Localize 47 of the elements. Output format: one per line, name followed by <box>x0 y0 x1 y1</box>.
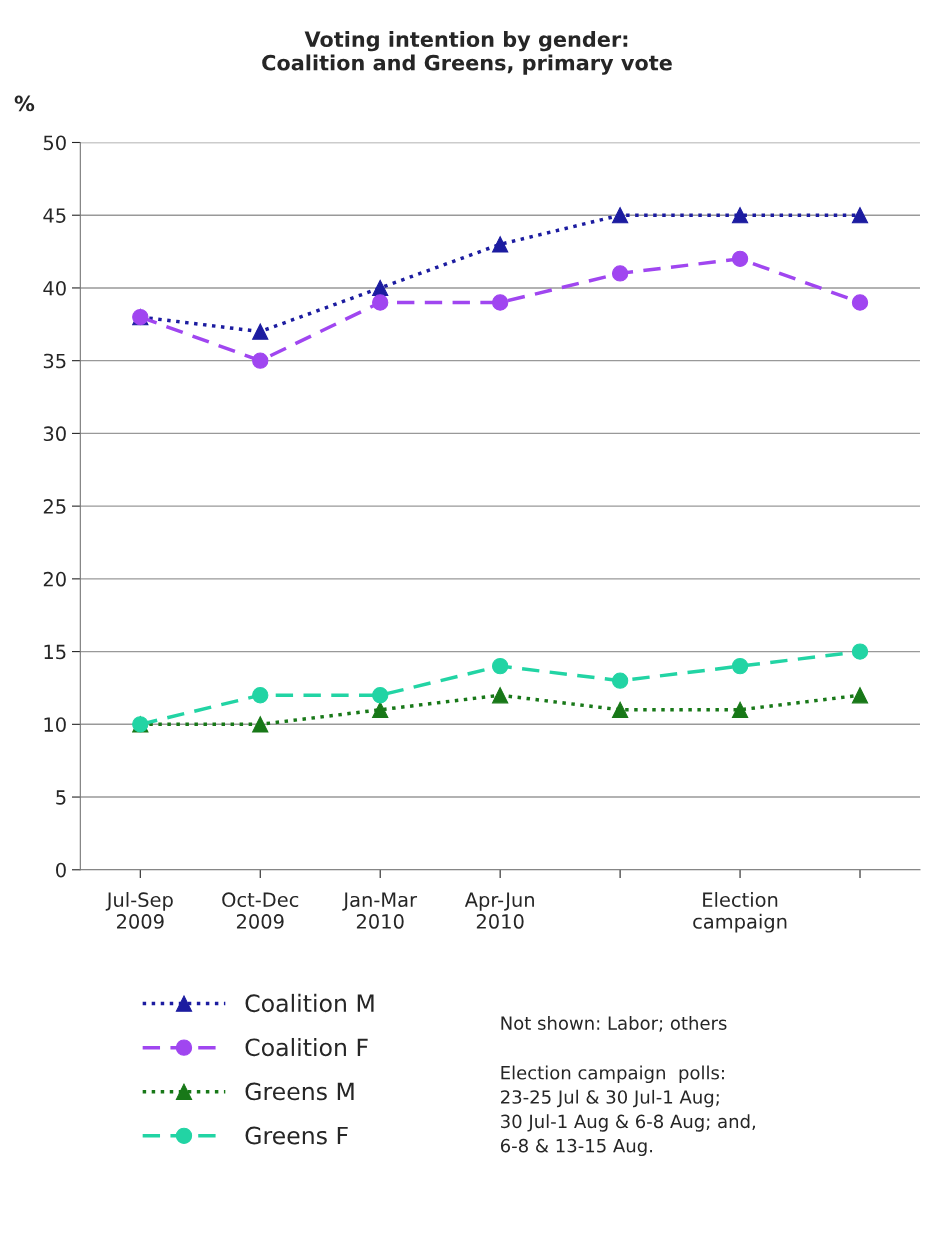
point <box>611 701 629 718</box>
point <box>611 207 629 224</box>
x-tick-label: Apr-Jun 2010 <box>464 892 534 929</box>
point <box>252 352 269 369</box>
x-tick-label: Jul-Sep 2009 <box>105 892 173 929</box>
point <box>372 701 389 718</box>
text: Not shown: Labor; others <box>501 1015 727 1032</box>
text: Election campaign polls: 23-25 Jul & 30 Jul-1 Aug; 30 Jul-1 Aug & 6-8 Aug; and, 6-8 & 13-15 Aug. <box>500 1065 755 1157</box>
chart-title: Voting intention by gender: Coalition and Greens, primary vote <box>262 30 672 75</box>
y-tick-label: 40 <box>43 280 66 296</box>
point <box>492 294 509 311</box>
point <box>372 687 389 704</box>
point <box>492 687 509 704</box>
point <box>252 687 269 704</box>
y-tick-label: 35 <box>43 353 66 369</box>
y-tick-label: 10 <box>44 717 66 732</box>
x-tick-label: Election campaign <box>693 892 787 933</box>
x-tick-label: Jan-Mar 2010 <box>342 892 418 929</box>
y-tick-label: 50 <box>43 135 66 151</box>
point <box>611 672 629 689</box>
x-tick-label: Oct-Dec 2009 <box>222 892 299 929</box>
legend-label: Greens F <box>245 1126 348 1145</box>
y-tick-label: 45 <box>43 208 66 223</box>
y-tick-label: 20 <box>43 571 66 587</box>
point <box>731 207 749 224</box>
legend-label: Greens M <box>245 1082 354 1101</box>
point <box>252 323 269 340</box>
point <box>372 294 389 311</box>
point <box>252 716 269 733</box>
point <box>731 250 749 268</box>
y-tick-label: 0 <box>56 862 66 878</box>
y-axis-title: % <box>14 95 35 112</box>
point <box>731 657 749 675</box>
point <box>851 294 869 311</box>
point <box>492 236 509 253</box>
y-tick-label: 15 <box>44 644 66 660</box>
point <box>851 643 869 660</box>
point <box>851 687 869 704</box>
point <box>611 265 629 282</box>
point <box>731 701 749 718</box>
y-tick-label: 25 <box>43 499 66 514</box>
legend-label: Coalition F <box>245 1037 368 1057</box>
point <box>851 207 869 224</box>
y-tick-label: 5 <box>56 790 66 805</box>
y-tick-label: 30 <box>43 426 66 442</box>
point <box>492 657 509 675</box>
legend-label: Coalition M <box>245 993 374 1013</box>
